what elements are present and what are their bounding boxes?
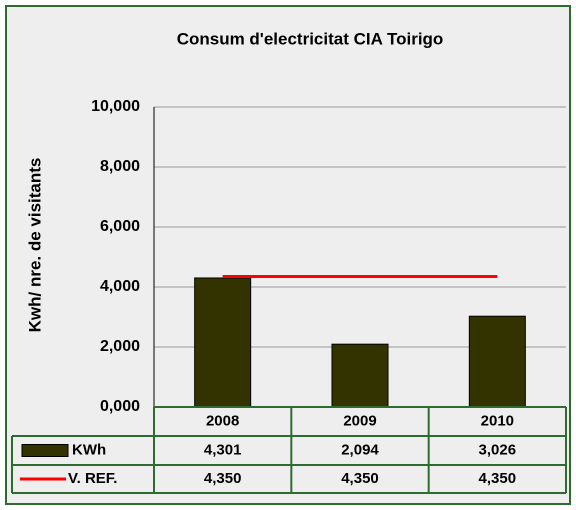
- x-tick-label: 2010: [481, 412, 514, 429]
- table-value: 2,094: [341, 441, 379, 458]
- y-tick-label: 4,000: [100, 278, 140, 295]
- x-tick-label: 2008: [206, 412, 239, 429]
- y-tick-label: 2,000: [100, 338, 140, 355]
- chart-title: Consum d'electricitat CIA Toirigo: [177, 29, 444, 48]
- chart-frame: [5, 5, 571, 505]
- bar: [194, 277, 252, 408]
- y-tick-label: 10,000: [91, 98, 140, 115]
- x-tick-label: 2009: [343, 412, 376, 429]
- y-tick-label: 0,000: [100, 398, 140, 415]
- bar: [331, 343, 389, 408]
- table-value: 4,301: [204, 441, 242, 458]
- table-value: 4,350: [341, 470, 379, 487]
- y-axis-label: Kwh/ nre. de visitants: [25, 158, 44, 333]
- y-tick-label: 6,000: [100, 218, 140, 235]
- legend-label: KWh: [72, 441, 106, 458]
- y-tick-label: 8,000: [100, 158, 140, 175]
- table-value: 4,350: [479, 470, 517, 487]
- bar: [468, 315, 526, 408]
- legend-swatch: [21, 444, 69, 457]
- table-value: 3,026: [479, 441, 517, 458]
- table-value: 4,350: [204, 470, 242, 487]
- legend-label: V. REF.: [68, 470, 117, 487]
